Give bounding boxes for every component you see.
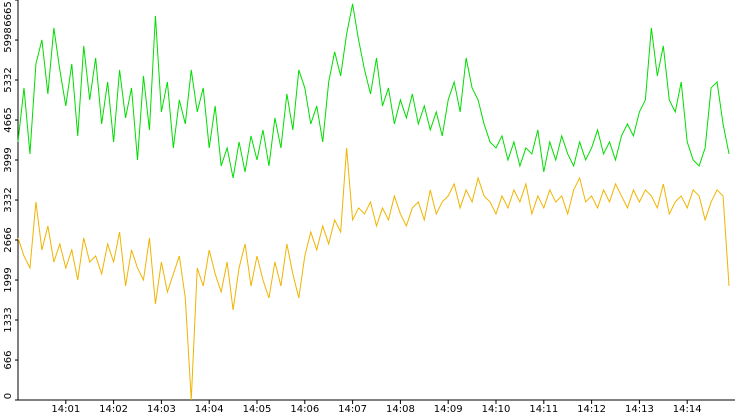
y-tick-label: 2666 bbox=[3, 227, 14, 252]
x-tick-label: 14:02 bbox=[99, 404, 128, 415]
y-tick-label: 6665 bbox=[3, 1, 14, 26]
x-tick-label: 14:06 bbox=[290, 404, 319, 415]
x-tick-label: 14:04 bbox=[195, 404, 224, 415]
y-tick-label: 3332 bbox=[3, 187, 14, 212]
x-tick-label: 14:05 bbox=[243, 404, 272, 415]
y-tick-label: 1333 bbox=[3, 307, 14, 332]
x-tick-label: 14:01 bbox=[51, 404, 80, 415]
x-tick-label: 14:12 bbox=[577, 404, 606, 415]
x-tick-label: 14:08 bbox=[386, 404, 415, 415]
x-tick-label: 14:03 bbox=[147, 404, 176, 415]
y-tick-label: 5998 bbox=[3, 27, 14, 52]
y-tick-label: 0 bbox=[3, 393, 14, 399]
series-line bbox=[17, 147, 730, 401]
x-tick-label: 14:11 bbox=[529, 404, 558, 415]
y-tick-label: 3999 bbox=[3, 147, 14, 172]
y-tick-label: 4665 bbox=[3, 107, 14, 132]
x-tick-label: 14:09 bbox=[434, 404, 463, 415]
x-tick-label: 14:14 bbox=[673, 404, 702, 415]
series-line bbox=[17, 3, 730, 179]
y-tick-label: 666 bbox=[3, 350, 14, 369]
y-tick-label: 5332 bbox=[3, 67, 14, 92]
x-tick-label: 14:07 bbox=[338, 404, 367, 415]
y-tick-label: 1999 bbox=[3, 267, 14, 292]
x-tick-label: 14:13 bbox=[625, 404, 654, 415]
x-tick-label: 14:10 bbox=[482, 404, 511, 415]
